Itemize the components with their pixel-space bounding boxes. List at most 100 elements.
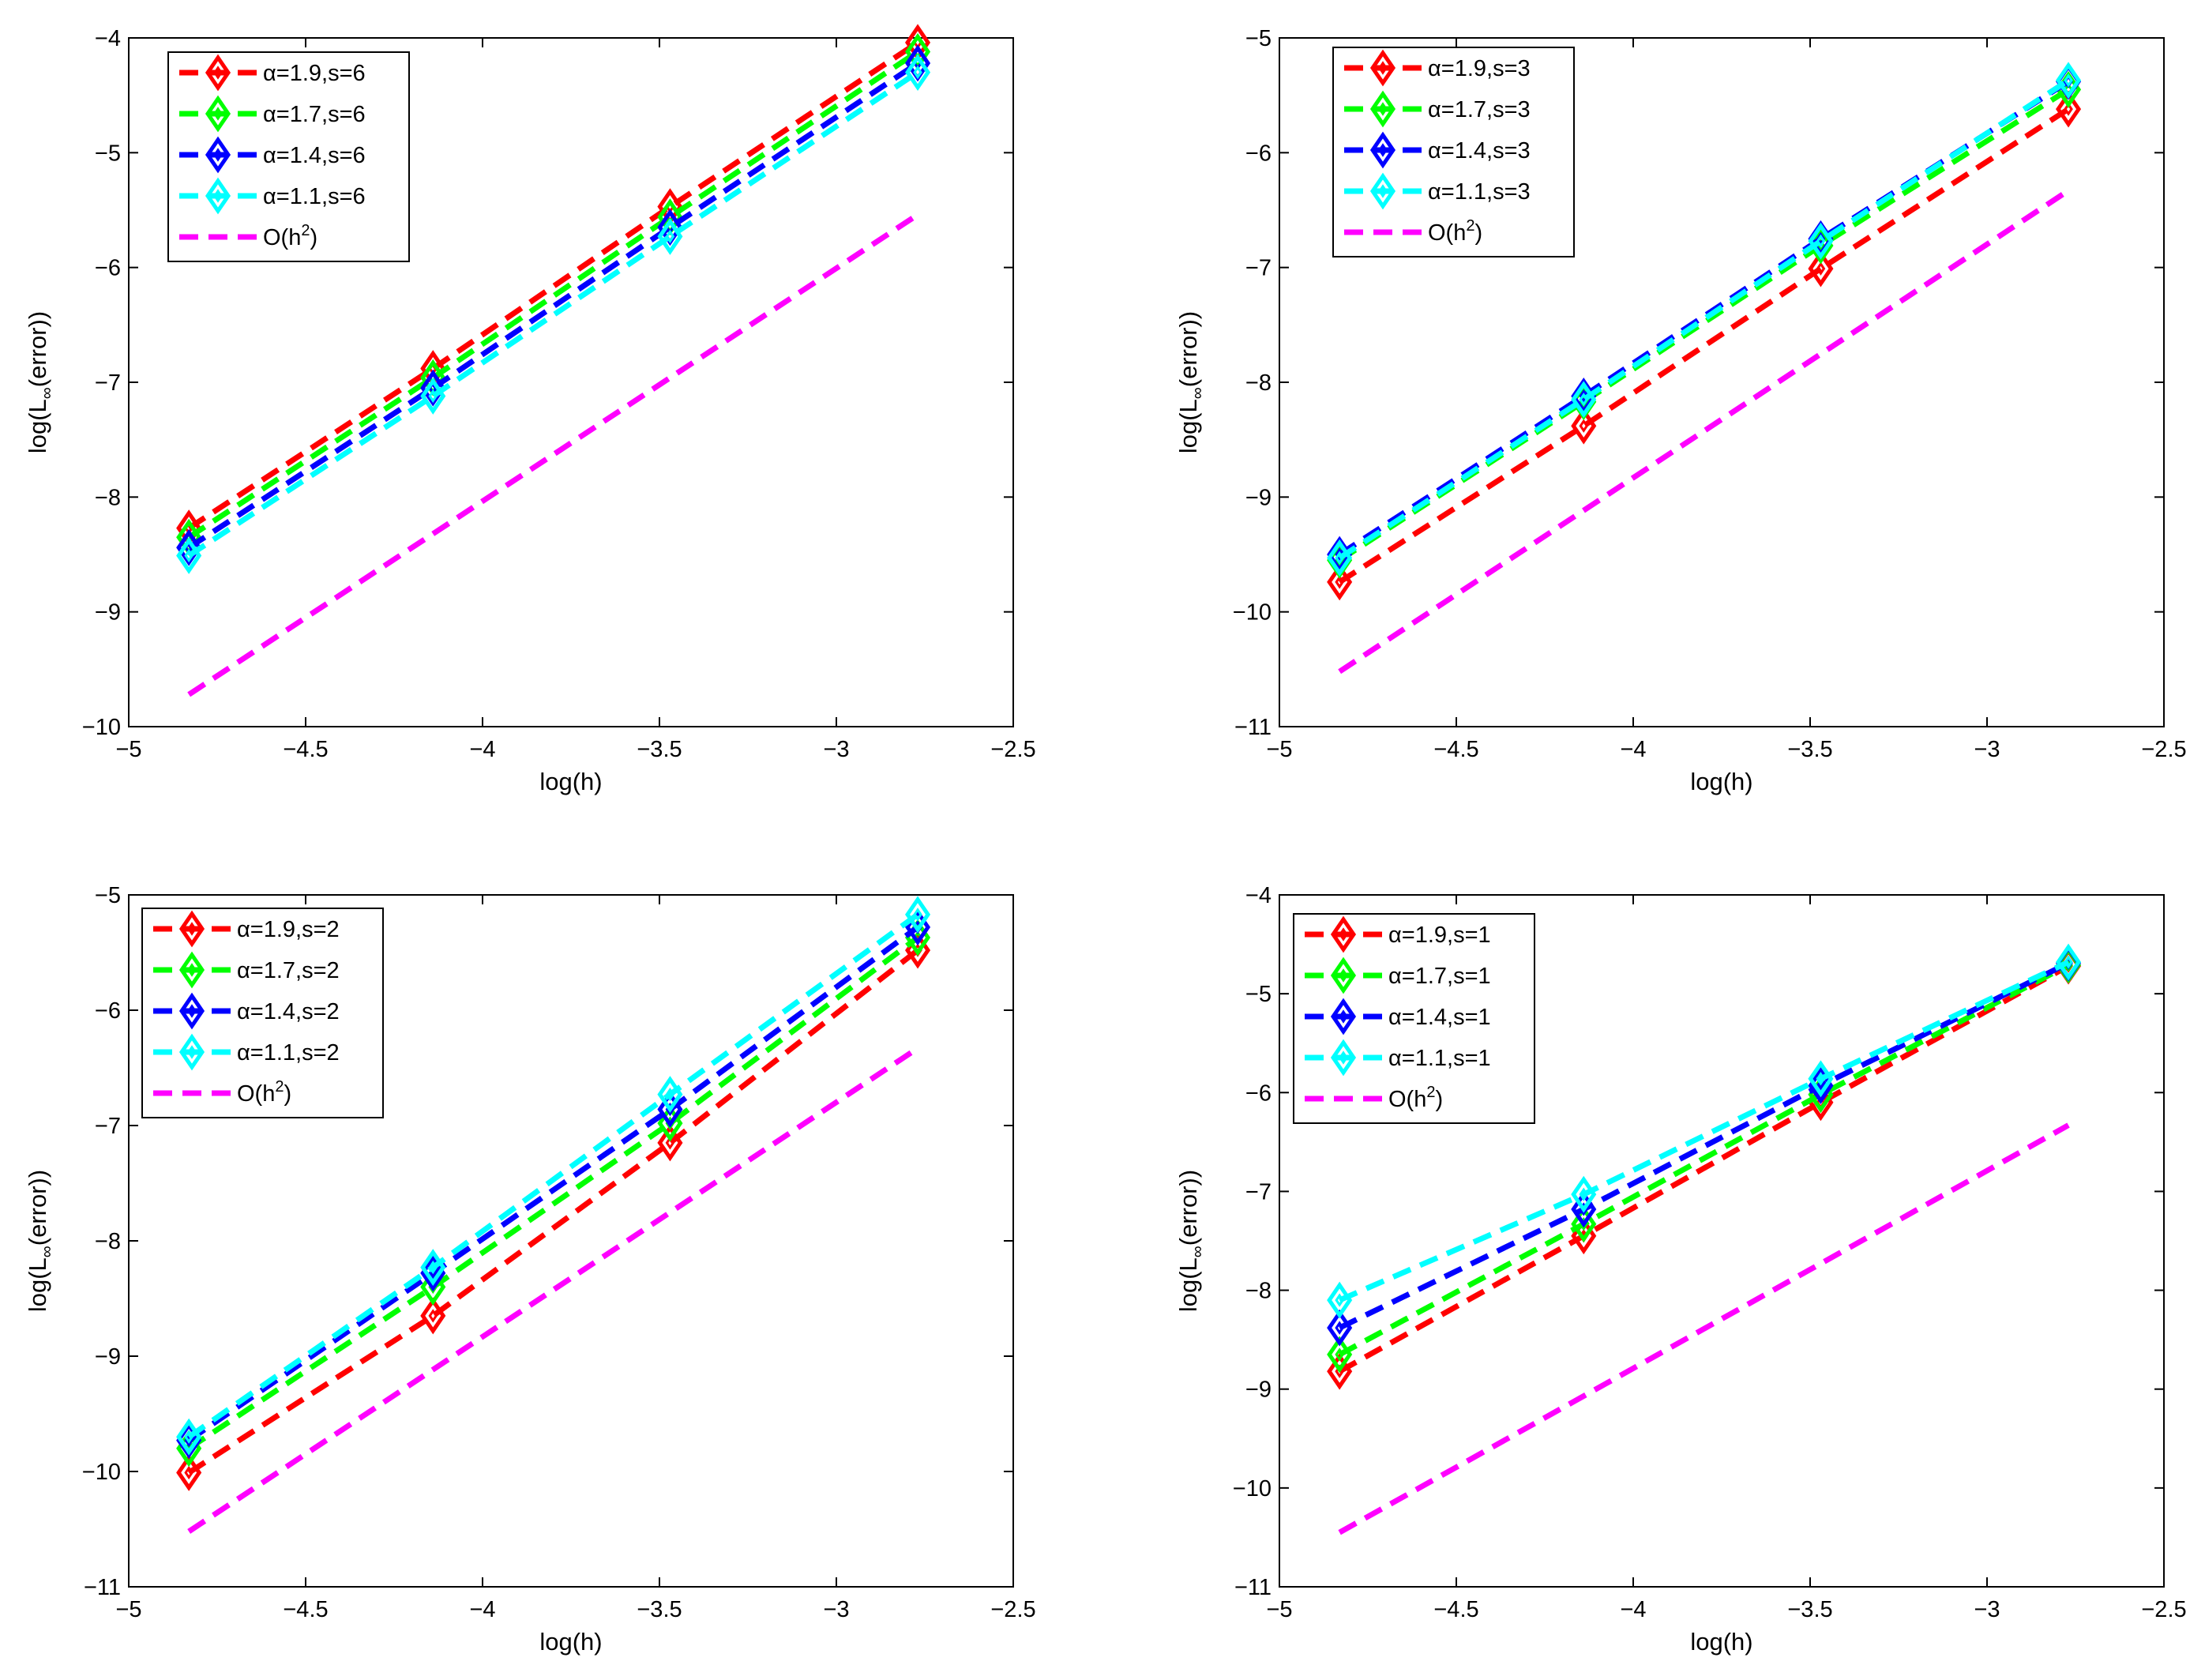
x-tick-label: −4 — [1620, 737, 1646, 762]
legend-label-4: α=1.1,s=6 — [263, 184, 366, 209]
y-tick-label: −5 — [95, 141, 121, 166]
x-tick-label: −2.5 — [2141, 1597, 2186, 1622]
x-tick-label: −2.5 — [990, 1597, 1035, 1622]
data-point-marker — [176, 537, 202, 574]
data-point-marker-inner — [184, 548, 193, 563]
y-tick-label: −6 — [1245, 141, 1272, 166]
legend-label-4: α=1.1,s=2 — [237, 1040, 340, 1066]
data-point-marker-inner — [665, 1136, 675, 1150]
y-tick-label: −4 — [95, 26, 121, 51]
x-tick-label: −3.5 — [1787, 1597, 1832, 1622]
legend-label-3: α=1.4,s=2 — [237, 999, 340, 1024]
legend-marker-inner — [213, 189, 223, 203]
legend-label-2: α=1.7,s=3 — [1428, 97, 1531, 122]
x-tick-label: −4 — [1620, 1597, 1646, 1622]
legend-marker — [178, 910, 205, 948]
legend-marker-inner — [1339, 968, 1348, 983]
data-point-marker — [176, 1454, 202, 1491]
legend-marker — [178, 992, 205, 1030]
legend-marker — [205, 95, 231, 133]
data-point-marker — [1327, 1352, 1353, 1390]
x-tick-label: −3 — [823, 1597, 849, 1622]
data-point-marker — [1571, 407, 1597, 445]
legend-marker-inner — [1378, 143, 1388, 157]
series-line-2 — [1338, 962, 2070, 1358]
legend-marker — [205, 136, 231, 174]
data-point-marker — [657, 1124, 683, 1162]
x-axis-label: log(h) — [539, 768, 602, 795]
data-point-marker — [420, 1297, 446, 1335]
y-tick-label: −9 — [95, 1344, 121, 1370]
series-line-2 — [187, 935, 920, 1451]
x-tick-label: −3.5 — [1787, 737, 1832, 762]
data-point-marker-inner — [1816, 261, 1826, 276]
data-point-marker — [1327, 1281, 1353, 1319]
legend-label-3: α=1.4,s=3 — [1428, 138, 1531, 163]
y-tick-label: −6 — [1245, 1081, 1272, 1106]
legend: α=1.9,s=2 α=1.7,s=2 α=1.4,s=2 α=1.1,s=2 O(h2… — [141, 908, 384, 1118]
x-axis-label: log(h) — [1690, 1628, 1752, 1656]
x-tick-label: −4 — [469, 737, 495, 762]
x-tick-label: −3 — [1974, 737, 2000, 762]
data-point-marker-inner — [2064, 955, 2073, 969]
legend: α=1.9,s=6 α=1.7,s=6 α=1.4,s=6 α=1.1,s=6 O(h2… — [167, 51, 410, 262]
data-point-marker-inner — [665, 1087, 675, 1102]
legend-label-3: α=1.4,s=6 — [263, 143, 366, 168]
legend-marker-inner — [213, 66, 223, 80]
legend-label-1: α=1.9,s=1 — [1388, 923, 1491, 948]
x-tick-label: −4.5 — [1433, 1597, 1478, 1622]
legend-marker — [1369, 90, 1396, 128]
data-point-marker-inner — [1335, 551, 1344, 566]
y-tick-label: −8 — [1245, 370, 1272, 396]
data-point-marker — [420, 1268, 446, 1306]
data-point-marker — [1327, 1309, 1353, 1347]
x-tick-label: −5 — [1266, 1597, 1292, 1622]
data-point-marker-inner — [1335, 547, 1344, 562]
data-point-marker — [176, 1418, 202, 1456]
series-line-3 — [1338, 960, 2070, 1331]
legend-label-5: O(h2) — [1388, 1084, 1443, 1112]
data-point-marker-inner — [1335, 1321, 1344, 1335]
y-axis-label: log(L∞(error)) — [24, 311, 56, 453]
legend-marker — [1330, 1039, 1357, 1077]
data-point-marker — [1571, 1205, 1597, 1243]
legend: α=1.9,s=3 α=1.7,s=3 α=1.4,s=3 α=1.1,s=3 O(h2… — [1332, 47, 1575, 257]
y-tick-label: −9 — [1245, 485, 1272, 510]
data-point-marker — [657, 1076, 683, 1114]
legend-marker — [178, 1033, 205, 1071]
data-point-marker — [1571, 1190, 1597, 1228]
y-tick-label: −11 — [1234, 715, 1272, 740]
series-line-1 — [187, 948, 920, 1475]
legend-label-5: O(h2) — [1428, 217, 1482, 246]
legend-label-5: O(h2) — [263, 222, 317, 250]
legend-marker-inner — [1378, 184, 1388, 198]
legend-label-1: α=1.9,s=3 — [1428, 56, 1531, 81]
y-tick-label: −8 — [95, 1229, 121, 1254]
series-line-5 — [1338, 1122, 2070, 1535]
data-point-marker — [1327, 539, 1353, 577]
data-point-marker-inner — [184, 1430, 193, 1444]
y-tick-label: −7 — [1245, 1179, 1272, 1205]
x-tick-label: −2.5 — [2141, 737, 2186, 762]
legend-marker-inner — [1339, 1009, 1348, 1024]
y-tick-label: −5 — [1245, 26, 1272, 51]
data-point-marker — [420, 1254, 446, 1292]
legend-marker — [205, 177, 231, 215]
x-tick-label: −5 — [115, 1597, 141, 1622]
data-point-marker — [905, 54, 931, 92]
legend-marker — [1369, 172, 1396, 210]
legend-marker — [205, 54, 231, 92]
y-tick-label: −5 — [95, 883, 121, 908]
data-point-marker-inner — [2064, 73, 2073, 88]
data-point-marker-inner — [913, 65, 922, 80]
data-point-marker-inner — [2064, 102, 2073, 116]
legend-label-2: α=1.7,s=6 — [263, 102, 366, 127]
legend: α=1.9,s=1 α=1.7,s=1 α=1.4,s=1 α=1.1,s=1 O(h2… — [1293, 913, 1535, 1124]
y-tick-label: −7 — [95, 370, 121, 396]
y-tick-label: −5 — [1245, 982, 1272, 1007]
y-tick-label: −8 — [1245, 1279, 1272, 1304]
data-point-marker — [1808, 1060, 1834, 1098]
y-tick-label: −11 — [1234, 1575, 1272, 1600]
x-tick-label: −3 — [823, 737, 849, 762]
